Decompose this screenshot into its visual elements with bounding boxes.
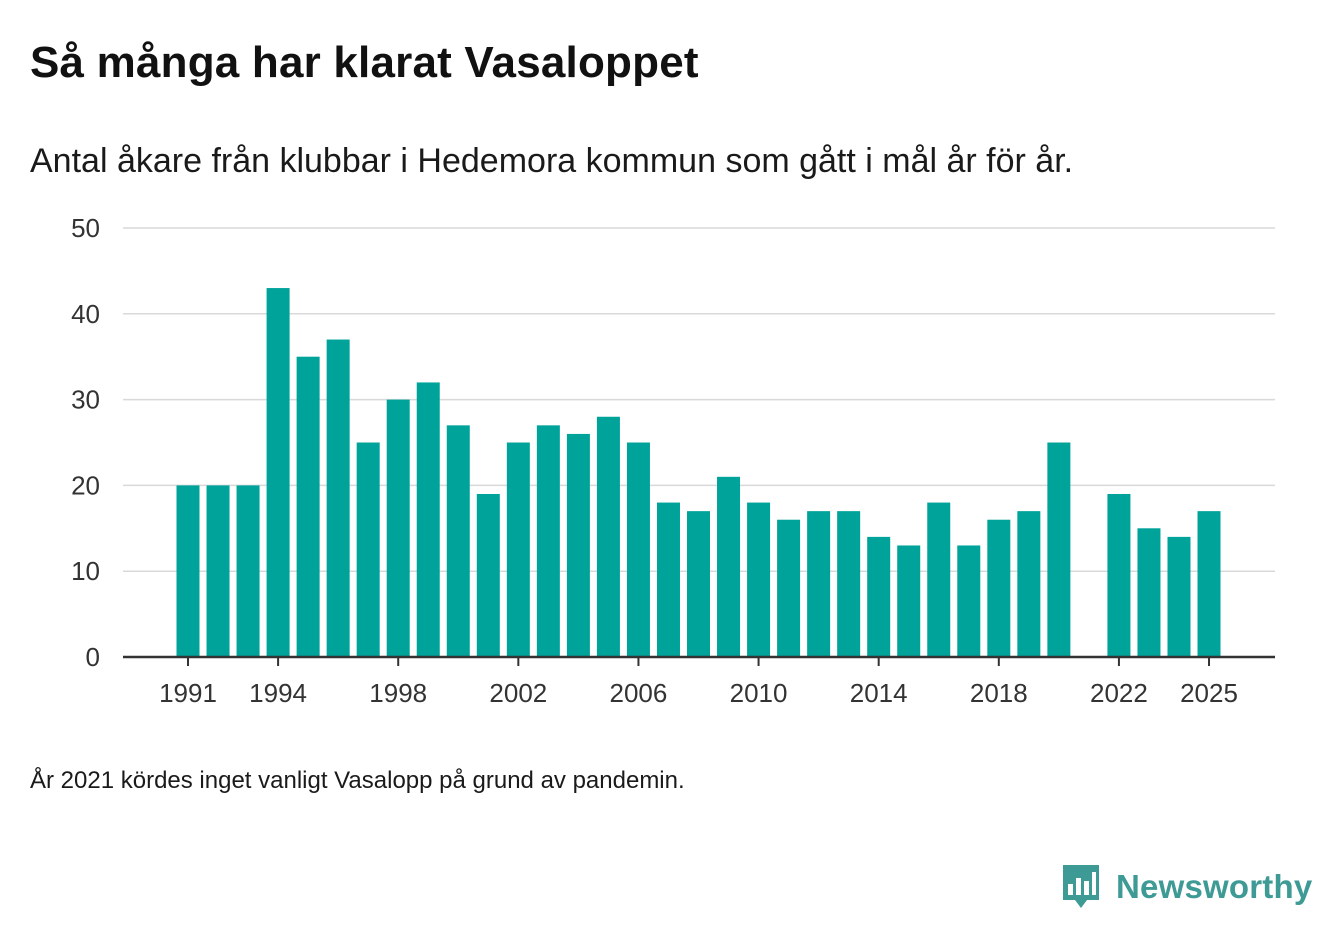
bar-2001 — [476, 493, 500, 657]
bar-2018 — [987, 519, 1011, 657]
bar-2006 — [626, 442, 650, 657]
bar-2009 — [717, 476, 741, 657]
bar-1996 — [326, 339, 350, 657]
x-axis: 1991 1994 1998 2002 2006 2010 2014 2018 2022 2025 — [123, 655, 1275, 708]
y-tick-label: 50 — [71, 213, 100, 243]
bar-2016 — [927, 502, 951, 657]
bar-2008 — [687, 511, 711, 657]
bar-2003 — [536, 425, 560, 657]
bar-2002 — [506, 442, 530, 657]
bars — [176, 288, 1221, 657]
newsworthy-logo-icon — [1063, 865, 1099, 908]
y-tick-label: 40 — [71, 299, 100, 329]
bar-2019 — [1017, 511, 1041, 657]
bar-2010 — [747, 502, 771, 657]
bar-1991 — [176, 485, 200, 657]
x-tick-label: 1998 — [369, 678, 427, 708]
x-tick-label: 2006 — [610, 678, 668, 708]
bar-2005 — [596, 416, 620, 657]
bar-2022 — [1107, 493, 1131, 657]
brand-logo: Newsworthy — [1060, 862, 1312, 912]
x-tick-label: 2025 — [1180, 678, 1238, 708]
bar-2013 — [837, 511, 861, 657]
x-tick-label: 1991 — [159, 678, 217, 708]
y-tick-label: 20 — [71, 470, 100, 500]
bar-1999 — [416, 382, 440, 657]
bar-2014 — [867, 536, 891, 657]
bar-1995 — [296, 356, 320, 657]
x-tick-label: 2010 — [730, 678, 788, 708]
bar-2007 — [656, 502, 680, 657]
bar-1994 — [266, 288, 290, 657]
bar-2012 — [807, 511, 831, 657]
x-tick-label: 2014 — [850, 678, 908, 708]
bar-2015 — [897, 545, 921, 657]
bar-1992 — [206, 485, 230, 657]
bar-1998 — [386, 399, 410, 657]
x-tick-label: 2018 — [970, 678, 1028, 708]
bar-1997 — [356, 442, 380, 657]
bar-2011 — [777, 519, 801, 657]
chart-subtitle: Antal åkare från klubbar i Hedemora komm… — [30, 142, 1074, 180]
bar-2023 — [1137, 528, 1161, 657]
y-tick-label: 10 — [71, 556, 100, 586]
footnote: År 2021 kördes inget vanligt Vasalopp på… — [30, 767, 685, 794]
bar-chart: 0 10 20 30 40 50 1991 1994 1998 2002 2006 2010 2014… — [71, 213, 1275, 708]
x-tick-label: 2002 — [489, 678, 547, 708]
y-tick-label: 0 — [86, 642, 100, 672]
bar-2000 — [446, 425, 470, 657]
bar-2004 — [566, 433, 590, 657]
y-axis-ticks: 0 10 20 30 40 50 — [71, 213, 100, 672]
bar-2017 — [957, 545, 981, 657]
bar-2020 — [1047, 442, 1071, 657]
brand-name: Newsworthy — [1116, 868, 1313, 905]
bar-1993 — [236, 485, 260, 657]
y-tick-label: 30 — [71, 385, 100, 415]
bar-2025 — [1197, 511, 1221, 657]
chart-title: Så många har klarat Vasaloppet — [30, 38, 699, 87]
bar-2024 — [1167, 536, 1191, 657]
x-tick-label: 1994 — [249, 678, 307, 708]
x-tick-label: 2022 — [1090, 678, 1148, 708]
